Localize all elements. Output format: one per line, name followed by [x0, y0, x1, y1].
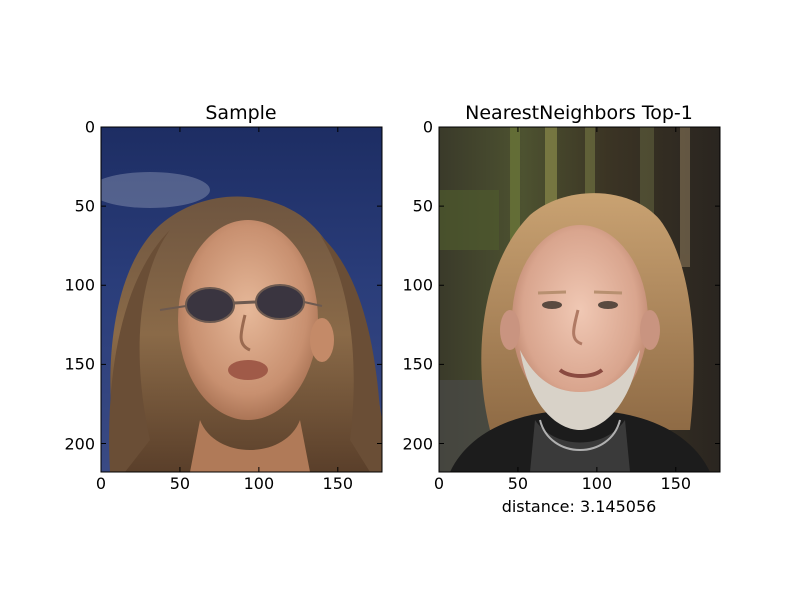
neighbor-mouth: [558, 368, 604, 378]
sample-ytick-label: 0: [84, 117, 95, 137]
neighbor-shirt: [450, 410, 710, 472]
sample-xtick-label: 100: [243, 474, 275, 493]
sample-title: Sample: [205, 102, 277, 124]
neighbor-beard: [520, 350, 640, 430]
sample-xtick-label: 150: [322, 474, 354, 493]
sample-ear: [310, 318, 334, 362]
neighbor-axes-frame: [438, 126, 721, 473]
sample-hair-front: [109, 230, 170, 472]
neighbor-xtick-label: 150: [660, 474, 692, 493]
neighbor-nose: [572, 309, 583, 346]
sample-neck: [190, 420, 310, 472]
sample-sunglasses: [159, 284, 323, 323]
neighbor-face: [512, 225, 648, 415]
sample-xtick-label: 0: [95, 474, 107, 493]
sample-ytick-label: 50: [74, 196, 95, 216]
neighbor-xtick-label: 50: [507, 474, 529, 493]
distance-label: distance: 3.145056: [501, 497, 657, 516]
neighbor-xtick-label: 100: [581, 474, 613, 493]
sample-ytick-label: 150: [64, 354, 95, 374]
sample-nose: [239, 314, 251, 352]
neighbor-ytick-label: 50: [412, 196, 433, 216]
sample-ytick-label: 100: [64, 275, 95, 295]
neighbor-ytick-label: 150: [402, 354, 433, 374]
neighbor-tick-marks: [438, 126, 720, 472]
sample-xtick-label: 50: [169, 474, 191, 493]
sample-face: [178, 220, 318, 420]
sample-axes-frame: [100, 126, 383, 473]
neighbor-xtick-label: 0: [433, 474, 445, 493]
neighbor-necklace: [539, 419, 621, 451]
sample-ytick-label: 200: [64, 434, 95, 453]
sample-image-panel: [101, 127, 382, 472]
neighbor-image-panel: [439, 127, 720, 472]
sample-tick-marks: [100, 126, 382, 472]
sample-stage-light: [101, 172, 210, 208]
neighbor-title: NearestNeighbors Top-1: [465, 102, 693, 124]
neighbor-ytick-label: 200: [402, 434, 433, 453]
neighbor-ytick-label: 0: [422, 117, 433, 137]
sample-mouth: [228, 360, 268, 380]
neighbor-eye: [542, 301, 562, 309]
neighbor-ytick-label: 100: [402, 275, 433, 295]
